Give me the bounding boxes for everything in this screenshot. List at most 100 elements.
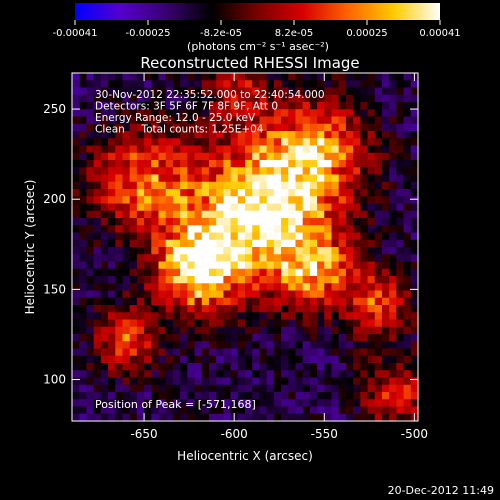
heatmap-cell <box>187 276 196 284</box>
heatmap-cell <box>237 167 246 176</box>
heatmap-cell <box>331 225 340 234</box>
heatmap-cell <box>129 363 138 371</box>
heatmap-cell <box>396 196 405 205</box>
heatmap-cell <box>86 181 95 190</box>
heatmap-cell <box>410 341 419 350</box>
heatmap-cell <box>331 109 340 118</box>
colorbar-unit-label: (photons cm⁻² s⁻¹ asec⁻²) <box>187 40 329 53</box>
heatmap-cell <box>309 210 318 219</box>
heatmap-cell <box>381 174 390 183</box>
heatmap-cell <box>122 102 131 110</box>
heatmap-cell <box>259 174 268 183</box>
heatmap-cell <box>237 377 246 386</box>
heatmap-cell <box>389 181 397 190</box>
heatmap-cell <box>216 392 224 400</box>
heatmap-cell <box>187 109 196 118</box>
heatmap-cell <box>230 102 239 110</box>
heatmap-cell <box>381 145 390 154</box>
heatmap-cell <box>367 145 376 154</box>
heatmap-cell <box>208 370 217 379</box>
heatmap-cell <box>259 247 268 255</box>
heatmap-cell <box>245 87 253 96</box>
heatmap-cell <box>317 297 325 306</box>
heatmap-cell <box>129 152 138 161</box>
heatmap-cell <box>136 370 145 379</box>
heatmap-cell <box>172 413 181 422</box>
heatmap-cell <box>281 392 289 400</box>
heatmap-cell <box>223 160 232 168</box>
heatmap-cell <box>345 290 354 299</box>
heatmap-cell <box>252 283 261 292</box>
heatmap-cell <box>374 152 383 161</box>
heatmap-cell <box>108 370 116 379</box>
heatmap-cell <box>136 261 145 270</box>
heatmap-cell <box>115 160 124 168</box>
heatmap-cell <box>208 167 217 176</box>
heatmap-cell <box>216 276 224 284</box>
heatmap-cell <box>187 363 196 371</box>
heatmap-cell <box>396 116 405 125</box>
heatmap-cell <box>100 225 109 234</box>
heatmap-cell <box>72 174 80 183</box>
heatmap-cell <box>115 370 124 379</box>
heatmap-cell <box>331 116 340 125</box>
heatmap-cell <box>309 94 318 103</box>
heatmap-cell <box>93 341 102 350</box>
heatmap-cell <box>252 152 261 161</box>
heatmap-cell <box>381 196 390 205</box>
heatmap-cell <box>288 305 297 313</box>
heatmap-cell <box>230 225 239 234</box>
heatmap-cell <box>374 109 383 118</box>
heatmap-cell <box>180 399 188 408</box>
heatmap-cell <box>136 73 145 81</box>
heatmap-cell <box>353 290 361 299</box>
heatmap-cell <box>396 370 405 379</box>
heatmap-cell <box>259 232 268 241</box>
heatmap-cell <box>266 254 275 263</box>
heatmap-cell <box>331 348 340 357</box>
heatmap-cell <box>187 87 196 96</box>
heatmap-cell <box>172 355 181 364</box>
heatmap-cell <box>338 109 347 118</box>
heatmap-cell <box>115 413 124 422</box>
heatmap-cell <box>309 261 318 270</box>
heatmap-cell <box>309 87 318 96</box>
heatmap-cell <box>230 392 239 400</box>
heatmap-cell <box>410 138 419 147</box>
heatmap-cell <box>100 131 109 139</box>
heatmap-cell <box>187 297 196 306</box>
heatmap-cell <box>122 290 131 299</box>
heatmap-cell <box>79 312 88 321</box>
heatmap-cell <box>381 210 390 219</box>
heatmap-cell <box>144 297 152 306</box>
heatmap-cell <box>165 406 174 415</box>
heatmap-cell <box>367 123 376 132</box>
heatmap-cell <box>108 116 116 125</box>
heatmap-cell <box>266 290 275 299</box>
heatmap-cell <box>259 326 268 335</box>
heatmap-cell <box>115 80 124 89</box>
heatmap-cell <box>403 326 412 335</box>
heatmap-cell <box>338 138 347 147</box>
colorbar-tick-label: -8.2e-05 <box>200 28 242 39</box>
heatmap-cell <box>201 152 210 161</box>
heatmap-cell <box>216 297 224 306</box>
heatmap-cell <box>309 189 318 197</box>
heatmap-cell <box>144 290 152 299</box>
heatmap-cell <box>302 87 311 96</box>
heatmap-cell <box>194 102 203 110</box>
heatmap-cell <box>367 181 376 190</box>
heatmap-cell <box>281 123 289 132</box>
heatmap-cell <box>360 225 369 234</box>
heatmap-cell <box>108 355 116 364</box>
heatmap-cell <box>194 399 203 408</box>
heatmap-cell <box>353 363 361 371</box>
heatmap-cell <box>338 297 347 306</box>
heatmap-cell <box>381 312 390 321</box>
heatmap-cell <box>331 145 340 154</box>
heatmap-cell <box>360 370 369 379</box>
heatmap-cell <box>345 268 354 277</box>
heatmap-cell <box>273 196 282 205</box>
heatmap-cell <box>266 116 275 125</box>
heatmap-cell <box>79 210 88 219</box>
